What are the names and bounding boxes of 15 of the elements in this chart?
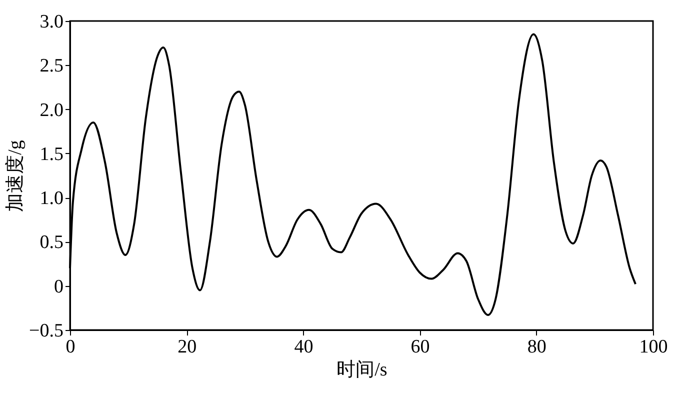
y-tick-label: 1.5: [40, 144, 64, 165]
y-tick-label: 3.0: [40, 12, 64, 32]
y-tick-label: 2.5: [40, 56, 64, 77]
y-axis-title: 加速度/g: [4, 140, 26, 212]
x-tick-label: 100: [639, 336, 668, 358]
x-tick-label: 60: [410, 336, 430, 358]
x-axis-title: 时间/s: [336, 360, 388, 380]
y-tick-label: 0: [54, 276, 64, 298]
x-tick-label: 80: [527, 336, 546, 358]
x-tick-label: 20: [178, 336, 197, 358]
x-tick-label: 40: [294, 336, 314, 358]
y-tick-label: 0.5: [40, 232, 64, 254]
y-tick-label: −0.5: [29, 320, 64, 342]
y-tick-label: 1.0: [40, 188, 64, 210]
y-tick-label: 2.0: [40, 100, 64, 121]
